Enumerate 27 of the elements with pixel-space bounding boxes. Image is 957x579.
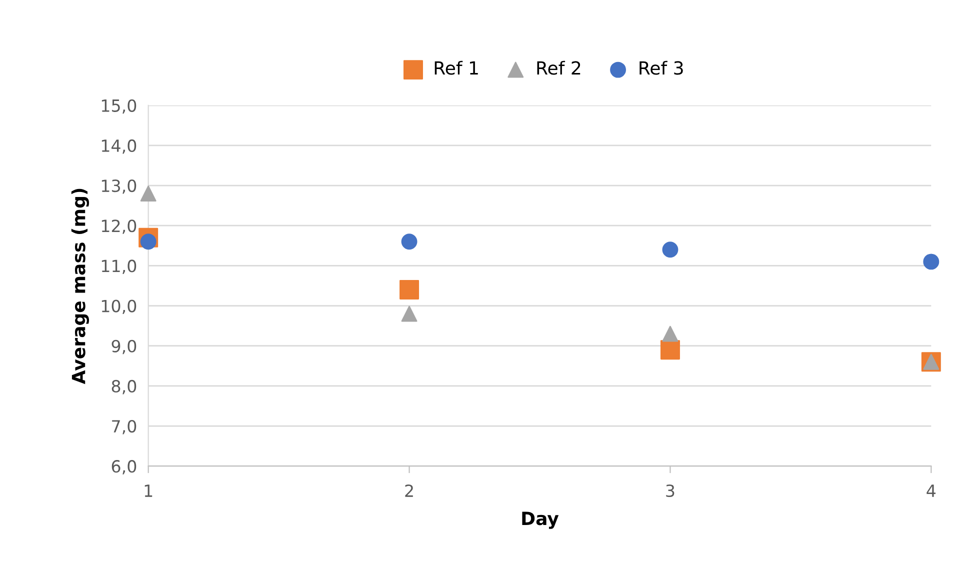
x-tick-label: 3 [666,484,674,498]
point [923,254,940,270]
point [400,280,420,300]
y-tick-label: 13,0 [102,180,136,194]
x-tick-label: 2 [405,484,413,497]
y-tick-label: 11,0 [102,260,136,274]
x-tick-label: 1 [144,484,152,497]
point [401,234,418,250]
y-tick-label: 9,0 [112,340,136,354]
legend-label: Ref 1 [434,60,478,75]
legend-label: Ref 3 [640,60,683,75]
y-tick-label: 8,0 [112,380,136,394]
x-tick-label: 4 [926,484,936,497]
y-tick-label: 14,0 [102,139,136,154]
legend-label: Ref 2 [537,60,580,75]
y-tick-label: 15,0 [102,99,136,114]
point [140,186,156,202]
x-axis-title: Day [522,512,559,529]
y-tick-label: 7,0 [112,420,136,434]
y-axis-title: Average mass (mg) [71,188,90,384]
point [401,306,418,322]
point [660,340,680,360]
y-tick-label: 10,0 [102,300,136,314]
point [662,242,678,258]
point [662,326,678,342]
y-tick-label: 12,0 [102,220,136,234]
y-tick-label: 6,0 [112,460,136,474]
